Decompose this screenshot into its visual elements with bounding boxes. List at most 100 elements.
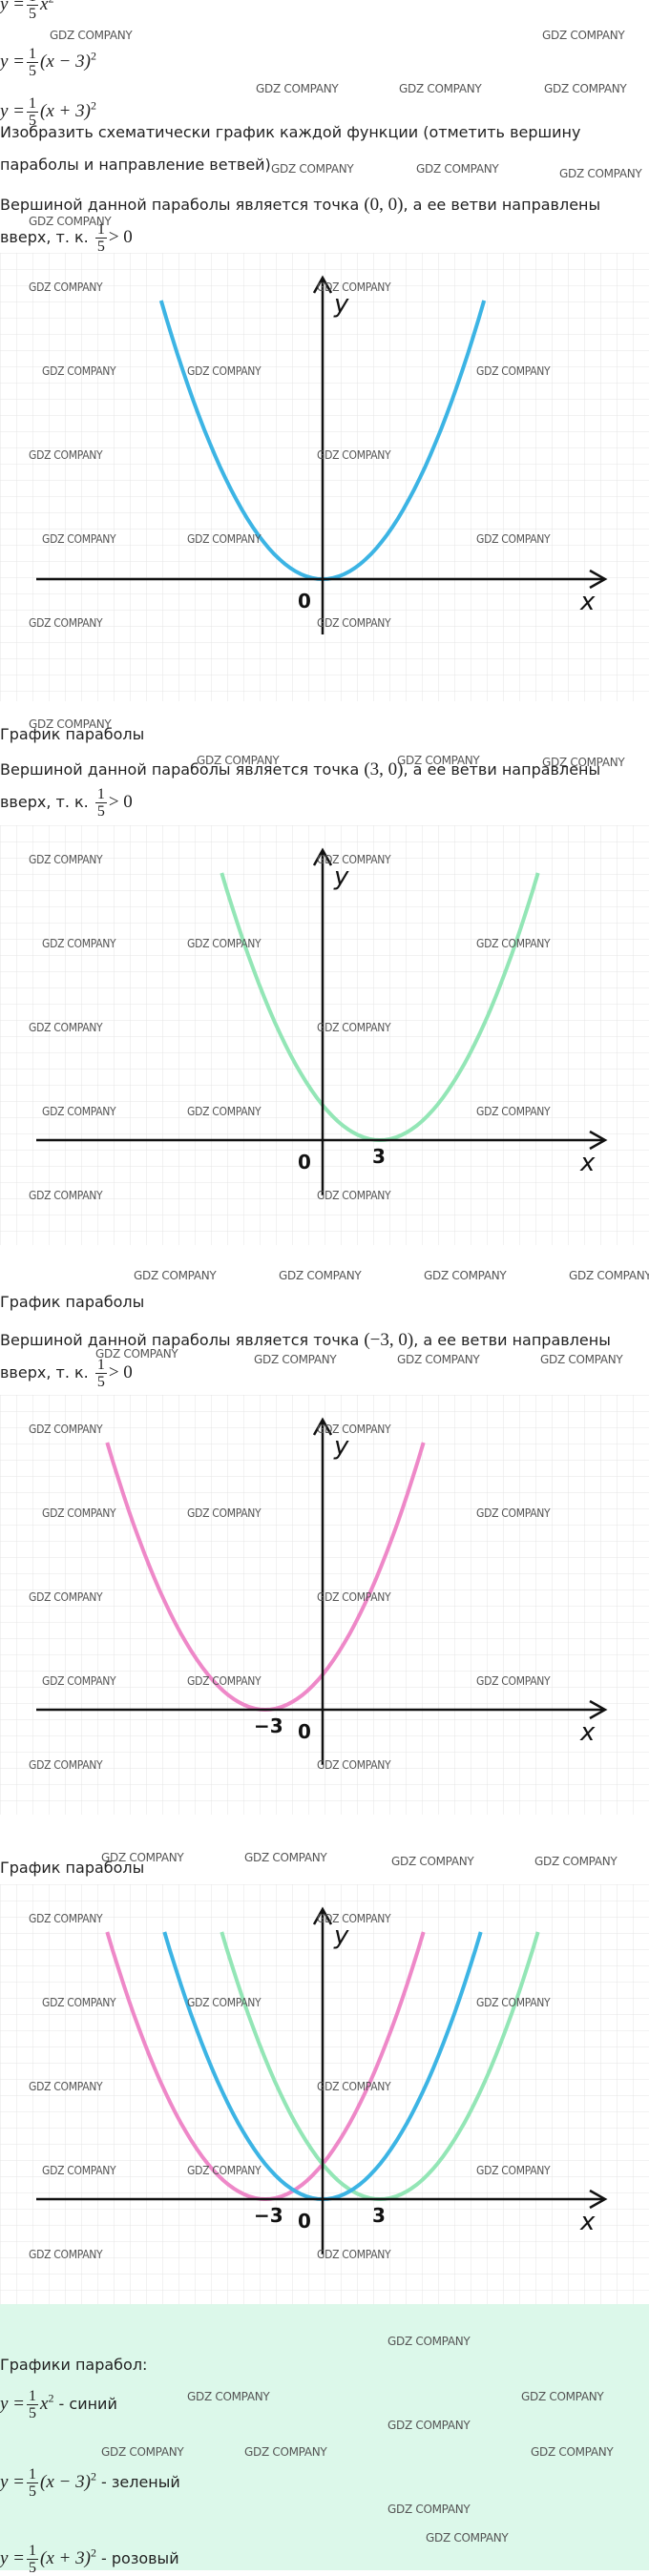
- watermark: GDZ COMPANY: [29, 1590, 103, 1604]
- watermark: GDZ COMPANY: [476, 937, 551, 950]
- y-axis-label: y: [333, 290, 349, 319]
- numerator: 1: [27, 95, 39, 113]
- watermark: GDZ COMPANY: [29, 1912, 103, 1925]
- vertex-point: (−3, 0): [364, 1330, 414, 1350]
- formula-expr: x: [40, 0, 49, 14]
- watermark: GDZ COMPANY: [424, 1269, 507, 1282]
- watermark: GDZ COMPANY: [476, 1674, 551, 1688]
- vertex-text: Вершиной данной параболы является точка …: [0, 1324, 641, 1390]
- vertex-text-before: Вершиной данной параболы является точка: [0, 196, 360, 214]
- watermark: GDZ COMPANY: [476, 2164, 551, 2177]
- watermark: GDZ COMPANY: [29, 280, 103, 294]
- y-axis-label: y: [333, 1432, 349, 1461]
- watermark: GDZ COMPANY: [542, 756, 625, 769]
- numerator: 1: [27, 2466, 39, 2483]
- watermark: GDZ COMPANY: [399, 82, 482, 95]
- condition: > 0: [108, 1362, 133, 1382]
- summary-box: Графики парабол: y = 1 5 x2 - синий y = 1 5 (x −…: [0, 2304, 649, 2576]
- watermark: GDZ COMPANY: [476, 1996, 551, 2009]
- numerator: 1: [27, 46, 39, 63]
- denominator: 5: [29, 2560, 37, 2576]
- numerator: 1: [94, 786, 107, 803]
- graph: y x 0 3 GDZ COMPANY GDZ COMPANY GDZ COMPANY GDZ…: [0, 825, 649, 1245]
- watermark: GDZ COMPANY: [521, 2390, 604, 2403]
- watermark: GDZ COMPANY: [42, 1506, 116, 1520]
- grid: [0, 825, 649, 1245]
- watermark: GDZ COMPANY: [187, 364, 262, 378]
- tick-label: −3: [254, 2204, 283, 2227]
- watermark: GDZ COMPANY: [29, 215, 112, 228]
- watermark: GDZ COMPANY: [187, 937, 262, 950]
- watermark: GDZ COMPANY: [397, 754, 480, 767]
- formula-lhs: y =: [0, 2471, 26, 2492]
- watermark: GDZ COMPANY: [187, 2390, 270, 2403]
- vertex-text-before: Вершиной данной параболы является точка: [0, 1331, 360, 1349]
- y-axis-label: y: [333, 1922, 349, 1950]
- watermark: GDZ COMPANY: [387, 2419, 471, 2432]
- y-arrow: [312, 275, 333, 294]
- formula-exponent: 2: [90, 2469, 96, 2483]
- denominator: 5: [29, 63, 37, 79]
- watermark: GDZ COMPANY: [254, 1353, 337, 1366]
- watermark: GDZ COMPANY: [569, 1269, 649, 1282]
- watermark: GDZ COMPANY: [29, 1021, 103, 1034]
- watermark: GDZ COMPANY: [317, 1021, 391, 1034]
- watermark: GDZ COMPANY: [317, 1912, 391, 1925]
- watermark: GDZ COMPANY: [29, 1189, 103, 1202]
- vertex-text-after: , а ее ветви направлены вверх, т. к.: [0, 196, 601, 246]
- formula: y = 1 5 (x − 3)2 - зеленый: [0, 2466, 180, 2500]
- formula-expr: (x − 3): [40, 51, 91, 72]
- watermark: GDZ COMPANY: [29, 2080, 103, 2093]
- graph-caption: График параболы: [0, 1293, 145, 1311]
- denominator: 5: [96, 1374, 105, 1390]
- formula-expr: (x + 3): [40, 100, 91, 121]
- grid: [0, 1395, 649, 1815]
- vertex-point: (3, 0): [364, 759, 404, 779]
- numerator: 1: [27, 2543, 39, 2560]
- watermark: GDZ COMPANY: [244, 2445, 327, 2459]
- watermark: GDZ COMPANY: [317, 1758, 391, 1772]
- y-axis-label: y: [333, 862, 349, 891]
- tick-label: 3: [372, 2204, 386, 2227]
- graph: y x 0 GDZ COMPANY GDZ COMPANY GDZ COMPANY GDZ …: [0, 253, 649, 701]
- watermark: GDZ COMPANY: [476, 364, 551, 378]
- x-arrow: [589, 1130, 608, 1151]
- formula-lhs: y =: [0, 2547, 26, 2568]
- formula: y = 1 5 (x + 3)2: [0, 95, 96, 129]
- watermark: GDZ COMPANY: [426, 2531, 509, 2545]
- formula-color: - розовый: [95, 2548, 179, 2567]
- watermark: GDZ COMPANY: [317, 280, 391, 294]
- x-axis-label: x: [579, 588, 596, 616]
- watermark: GDZ COMPANY: [42, 532, 116, 546]
- watermark: GDZ COMPANY: [397, 1353, 480, 1366]
- formula-exponent: 2: [90, 2545, 96, 2560]
- formula-exponent: 2: [48, 2391, 54, 2405]
- watermark: GDZ COMPANY: [187, 532, 262, 546]
- task-text: Изобразить схематически график каждой фу…: [0, 123, 581, 174]
- watermark: GDZ COMPANY: [542, 29, 625, 42]
- graph: y x 0 −3 GDZ COMPANY GDZ COMPANY GDZ COMPANY GD…: [0, 1395, 649, 1815]
- numerator: 1: [27, 0, 39, 6]
- formula-lhs: y =: [0, 100, 26, 121]
- watermark: GDZ COMPANY: [476, 1506, 551, 1520]
- denominator: 5: [29, 113, 37, 129]
- watermark: GDZ COMPANY: [42, 1674, 116, 1688]
- formula: y = 1 5 (x − 3)2: [0, 46, 96, 79]
- watermark: GDZ COMPANY: [29, 717, 112, 731]
- formula-lhs: y =: [0, 2393, 26, 2414]
- watermark: GDZ COMPANY: [42, 1105, 116, 1118]
- condition: > 0: [108, 227, 133, 247]
- formula-lhs: y =: [0, 51, 26, 72]
- numerator: 1: [94, 221, 107, 239]
- fraction: 15: [27, 0, 39, 22]
- watermark: GDZ COMPANY: [42, 937, 116, 950]
- vertex-point: (0, 0): [364, 195, 404, 215]
